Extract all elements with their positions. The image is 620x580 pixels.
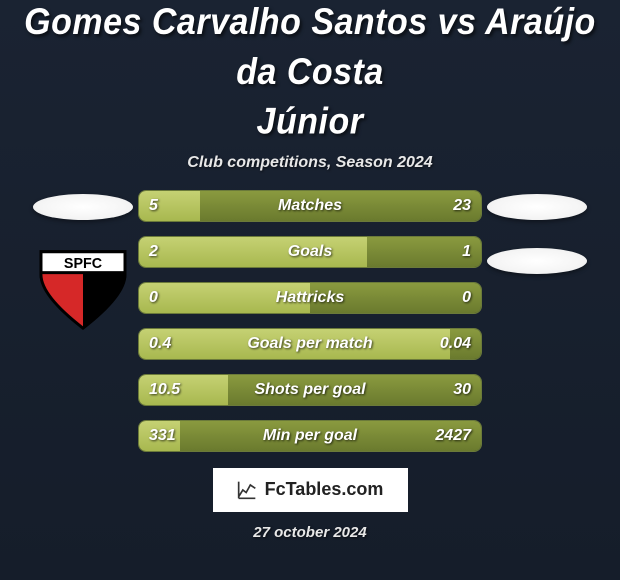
stat-row: 5 Matches 23	[138, 190, 482, 222]
left-team-logo: SPFC	[35, 246, 131, 330]
stat-value-right: 2427	[435, 427, 471, 445]
watermark[interactable]: FcTables.com	[213, 468, 408, 512]
subtitle: Club competitions, Season 2024	[187, 154, 432, 172]
chart-line-icon	[237, 480, 257, 500]
stat-value-left: 2	[149, 243, 158, 261]
stat-label: Goals per match	[247, 335, 372, 353]
stat-label: Shots per goal	[254, 381, 365, 399]
left-team-ellipse	[33, 194, 133, 220]
date-text: 27 october 2024	[253, 524, 366, 541]
stat-label: Hattricks	[276, 289, 344, 307]
stats-column: 5 Matches 23 2 Goals 1 0 Hattricks 0 0.4 Goals per…	[138, 190, 482, 452]
stat-value-right: 23	[453, 197, 471, 215]
title-line-2: Júnior	[257, 101, 364, 142]
svg-text:SPFC: SPFC	[64, 256, 102, 272]
page-title: Gomes Carvalho Santos vs Araújo da Costa…	[0, 0, 620, 147]
title-line-1: Gomes Carvalho Santos vs Araújo da Costa	[24, 2, 596, 93]
stat-row: 10.5 Shots per goal 30	[138, 374, 482, 406]
left-team-col: SPFC	[28, 190, 138, 330]
right-team-ellipse-1	[487, 194, 587, 220]
right-team-ellipse-2	[487, 248, 587, 274]
comparison-card: Gomes Carvalho Santos vs Araújo da Costa…	[0, 0, 620, 580]
stat-value-left: 0.4	[149, 335, 171, 353]
stat-row: 2 Goals 1	[138, 236, 482, 268]
stat-label: Min per goal	[263, 427, 357, 445]
stat-row: 0 Hattricks 0	[138, 282, 482, 314]
stat-label: Goals	[288, 243, 332, 261]
stat-value-left: 10.5	[149, 381, 180, 399]
stat-value-right: 0	[462, 289, 471, 307]
right-team-col	[482, 190, 592, 274]
stat-row: 0.4 Goals per match 0.04	[138, 328, 482, 360]
stat-value-left: 5	[149, 197, 158, 215]
stat-label: Matches	[278, 197, 342, 215]
stat-value-left: 331	[149, 427, 176, 445]
stat-value-right: 30	[453, 381, 471, 399]
content-row: SPFC 5 Matches 23 2 Goals 1 0 Hattricks 0 0.4 Goal…	[0, 190, 620, 452]
stat-value-left: 0	[149, 289, 158, 307]
spfc-shield-icon: SPFC	[35, 246, 131, 330]
stat-value-right: 0.04	[440, 335, 471, 353]
watermark-text: FcTables.com	[265, 479, 384, 500]
stat-row: 331 Min per goal 2427	[138, 420, 482, 452]
stat-value-right: 1	[462, 243, 471, 261]
stat-bar-left	[139, 237, 367, 267]
